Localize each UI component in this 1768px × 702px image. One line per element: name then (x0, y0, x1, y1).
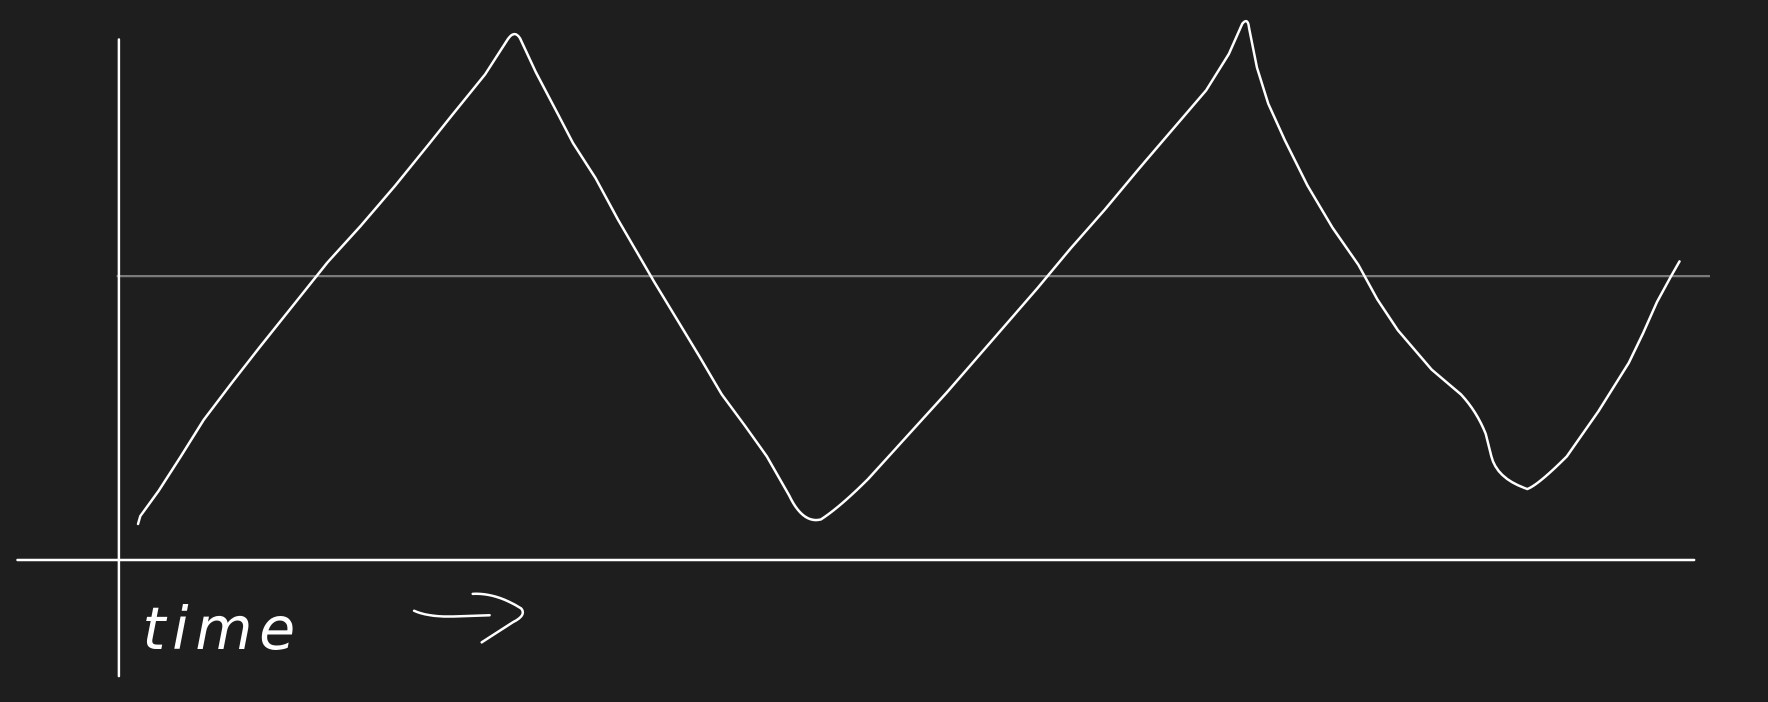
wave-curve (136, 19, 1681, 526)
axis-arrow (412, 592, 525, 644)
axis-label: time (143, 595, 302, 663)
